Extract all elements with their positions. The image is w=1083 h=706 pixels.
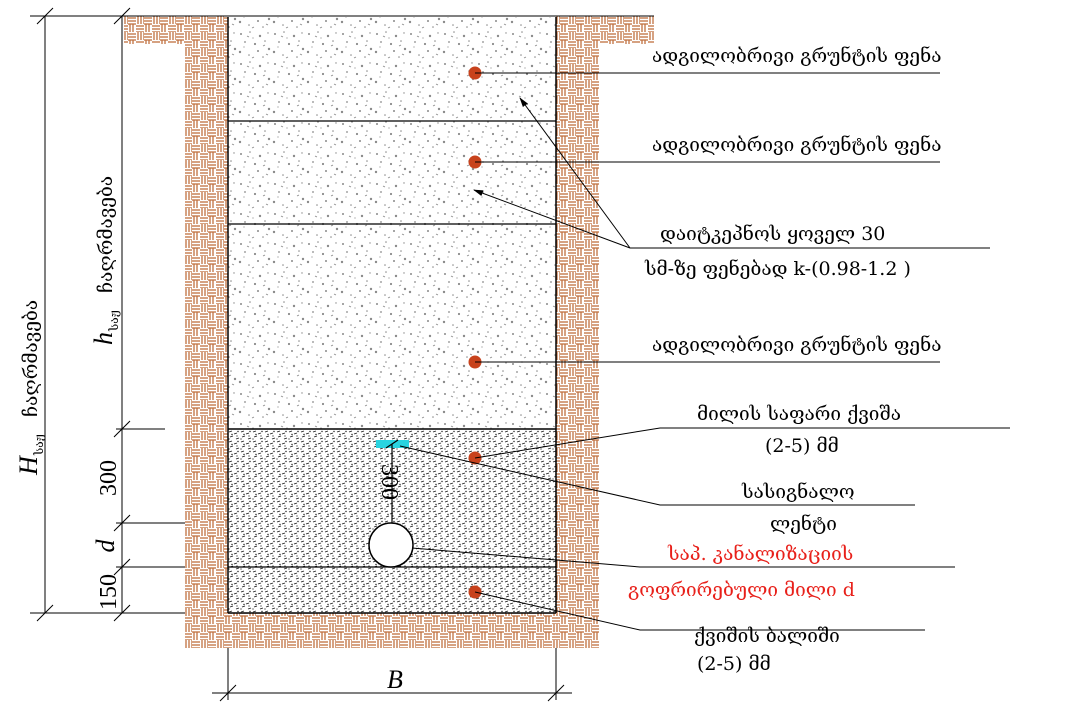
label-layer-top: ადგილობრივი გრუნტის ფენა bbox=[652, 45, 941, 67]
dim-B: B bbox=[387, 665, 403, 694]
dim-150: 150 bbox=[96, 574, 122, 610]
label-pipe-2: გოფრირებული მილი d bbox=[628, 579, 855, 601]
label-compaction-2: სმ-ზე ფენებად k-(0.98-1.2 ) bbox=[644, 258, 911, 280]
dim-H-group: H საჟ ჩაღრმავება bbox=[14, 300, 46, 476]
dim-H-sub: საჟ bbox=[32, 434, 46, 456]
dim-h-sub: საჟ bbox=[107, 310, 121, 332]
dim-300: 300 bbox=[96, 460, 122, 496]
trench-walls bbox=[124, 15, 654, 648]
soil-layer-low bbox=[228, 224, 556, 429]
label-tape-2: ლენტი bbox=[770, 513, 837, 535]
dim-h-word: ჩაღრმავება bbox=[95, 176, 117, 293]
label-layer-low: ადგილობრივი გრუნტის ფენა bbox=[652, 334, 941, 356]
inner-dim-300: 300 bbox=[376, 464, 402, 500]
label-bed-2: (2-5) მმ bbox=[697, 653, 771, 675]
soil-layer-mid bbox=[228, 121, 556, 224]
left-dimensions bbox=[30, 7, 572, 702]
dim-H: H bbox=[14, 455, 43, 476]
label-pipe-1: საპ. კანალიზაციის bbox=[667, 543, 853, 565]
label-layer-mid: ადგილობრივი გრუნტის ფენა bbox=[652, 134, 941, 156]
dim-h: h bbox=[89, 332, 118, 345]
layer-markers bbox=[468, 66, 482, 599]
soil-layer-top bbox=[228, 17, 556, 121]
dim-d: d bbox=[91, 539, 120, 553]
label-sand-2: (2-5) მმ bbox=[765, 435, 839, 457]
dim-H-word: ჩაღრმავება bbox=[20, 300, 42, 417]
pipe-circle bbox=[368, 522, 414, 568]
label-bed-1: ქვიშის ბალიში bbox=[694, 625, 840, 647]
leader-lines bbox=[399, 72, 1010, 631]
label-sand-1: მილის საფარი ქვიშა bbox=[697, 403, 901, 425]
label-compaction-1: დაიტკეპნოს ყოველ 30 bbox=[660, 223, 885, 245]
sand-bed-layer bbox=[228, 567, 556, 613]
label-tape-1: სასიგნალო bbox=[741, 481, 855, 503]
dim-h-group: h საჟ ჩაღრმავება bbox=[89, 176, 121, 345]
